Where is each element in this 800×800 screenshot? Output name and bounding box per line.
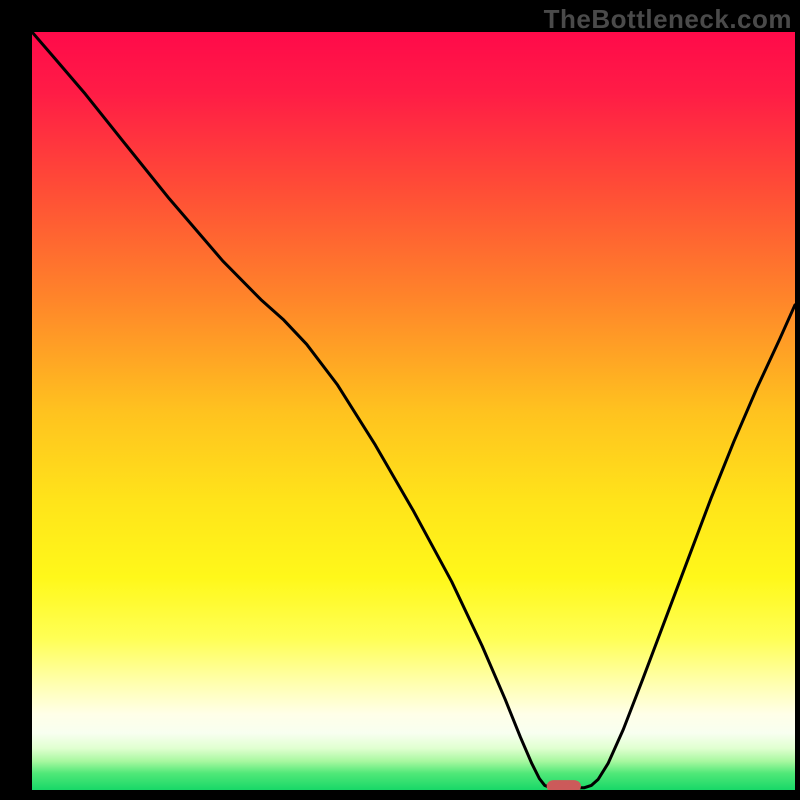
gradient-background (32, 32, 795, 790)
chart-svg (32, 32, 795, 790)
chart-frame: TheBottleneck.com (0, 0, 800, 800)
optimal-marker (547, 780, 581, 790)
watermark-text: TheBottleneck.com (544, 4, 792, 35)
plot-area (32, 32, 795, 790)
